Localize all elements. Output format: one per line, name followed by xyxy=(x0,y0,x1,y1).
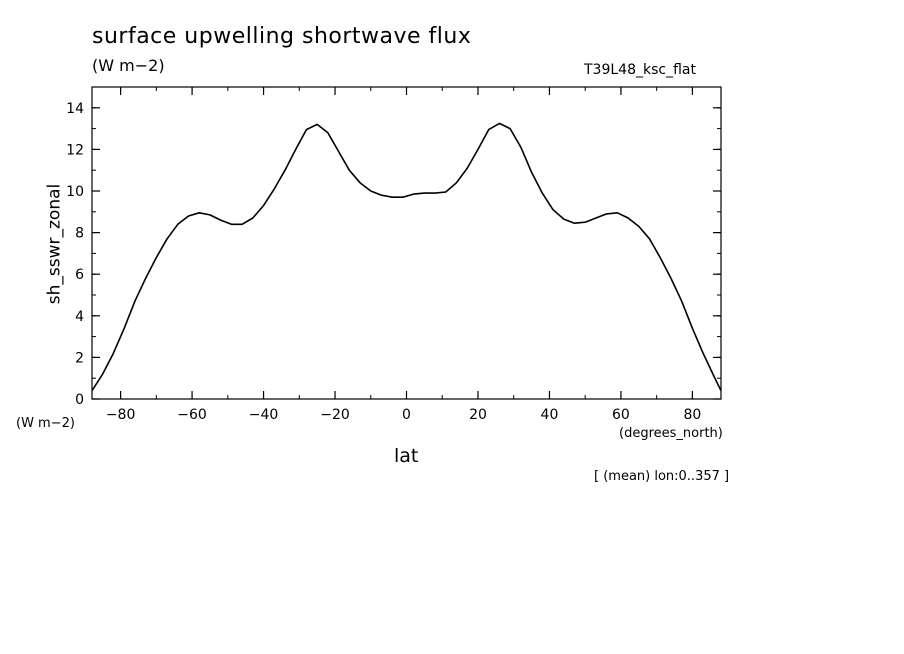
x-tick-label: 40 xyxy=(541,407,559,423)
x-axis-label: lat xyxy=(394,445,419,467)
y-tick-label: 12 xyxy=(66,142,84,158)
y-tick-label: 6 xyxy=(75,267,84,283)
x-tick-label: −20 xyxy=(320,407,350,423)
series-group xyxy=(91,122,722,392)
y-tick-label: 4 xyxy=(75,309,84,325)
x-tick-label: −40 xyxy=(249,407,279,423)
y-axis-units: (W m−2) xyxy=(16,416,75,431)
run-id-label: T39L48_ksc_flat xyxy=(584,62,696,78)
x-tick-label: −60 xyxy=(177,407,207,423)
chart-title: surface upwelling shortwave flux xyxy=(92,24,472,49)
x-tick-label: 80 xyxy=(683,407,701,423)
series-line xyxy=(91,122,722,392)
x-tick-label: 20 xyxy=(469,407,487,423)
y-tick-label: 0 xyxy=(75,392,84,408)
x-tick-label: 60 xyxy=(612,407,630,423)
y-tick-label: 8 xyxy=(75,226,84,242)
y-axis-ticks: 0 2 4 6 8 10 12 14 xyxy=(66,101,721,408)
footnote: [ (mean) lon:0..357 ] xyxy=(594,469,730,484)
x-tick-label: 0 xyxy=(402,407,411,423)
y-tick-label: 14 xyxy=(66,101,84,117)
x-tick-label: −80 xyxy=(106,407,136,423)
x-axis-ticks: −80 −60 −40 −20 0 20 40 60 80 xyxy=(106,87,701,423)
y-tick-label: 2 xyxy=(75,350,84,366)
chart-units: (W m−2) xyxy=(92,56,165,75)
x-axis-units: (degrees_north) xyxy=(619,426,723,441)
plot-frame xyxy=(91,86,722,400)
y-tick-label: 10 xyxy=(66,184,84,200)
